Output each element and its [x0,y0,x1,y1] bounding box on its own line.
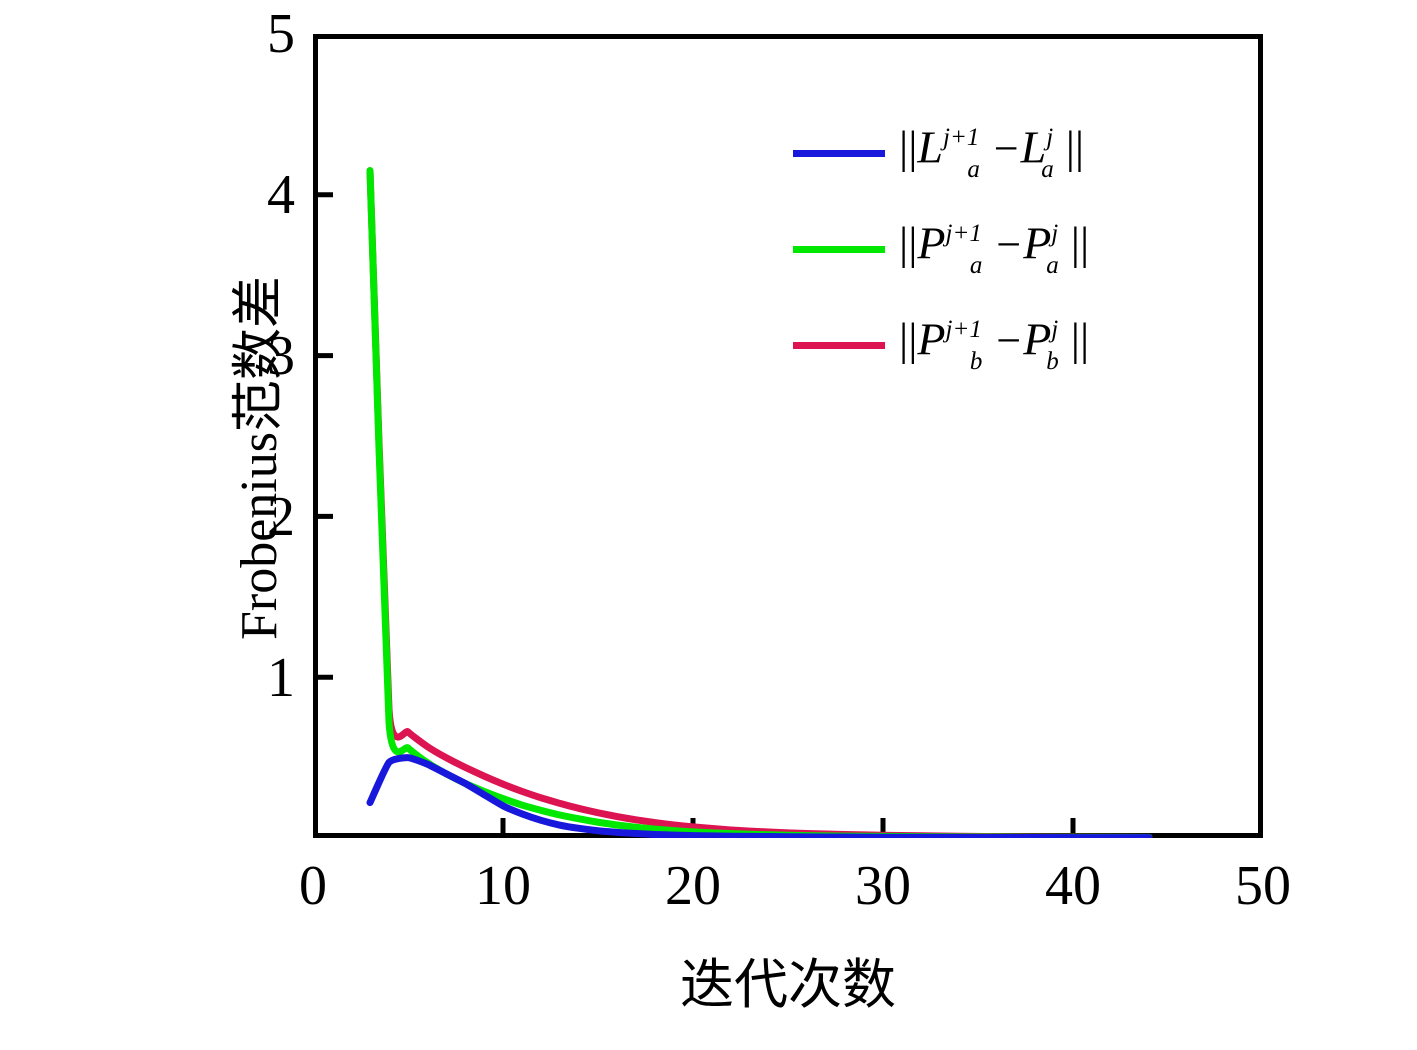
legend-label-pa: ||Pj+1a −Pja || [899,212,1089,285]
x-axis-title: 迭代次数 [680,955,896,1015]
x-tick-label-0: 0 [299,855,327,917]
y-tick-label-3: 3 [267,325,295,387]
x-tick-label-40: 40 [1045,855,1101,917]
legend-sub-la-1: a [967,155,980,183]
legend-norm-close-la: || [1065,121,1085,173]
legend-norm-close-pa: || [1070,217,1090,269]
legend-swatch-pa [793,245,885,253]
series-canvas [313,167,1153,838]
legend-sup-pb-2: j [1051,316,1059,344]
legend-sub-la-2: a [1041,155,1054,183]
x-tick-label-10: 10 [475,855,531,917]
y-tick-label-2: 2 [267,486,295,548]
legend-sub-pb-1: b [969,347,983,375]
legend-minus-pa: − [996,219,1022,269]
legend-sup-pa-2: j [1051,220,1059,248]
legend-var-pa-1: P [917,217,946,269]
y-tick-label-5: 5 [267,3,295,65]
legend-minus-la: − [993,123,1019,173]
y-axis-tick-labels: 5 4 3 2 1 [195,0,295,1050]
legend-entry-pb[interactable]: ||Pj+1b −Pjb || [793,297,1203,393]
legend-var-pb-2: P [1023,313,1052,365]
plot-frame [313,34,1263,838]
legend-var-la-2: L [1020,121,1047,173]
legend-sup-pb-1: j+1 [945,316,982,344]
legend-sup-la-1: j+1 [943,124,980,152]
legend-minus-pb: − [996,315,1022,365]
legend-sub-pa-1: a [969,251,983,279]
legend-sub-pb-2: b [1046,347,1059,375]
series-group [366,167,1153,838]
legend-sup-pa-1: j+1 [945,220,982,248]
x-tick-label-20: 20 [665,855,721,917]
legend-norm-open-pa: || [899,217,918,269]
legend-sup-la-2: j [1046,124,1054,152]
legend: ||Lj+1a −Lja || ||Pj+1a −Pja || ||Pj+1b −Pjb |… [793,105,1203,393]
legend-entry-pa[interactable]: ||Pj+1a −Pja || [793,201,1203,297]
legend-var-pa-2: P [1023,217,1052,269]
legend-swatch-la [793,149,885,157]
x-axis-tick-labels: 0 10 20 30 40 50 [0,858,1417,928]
legend-swatch-pb [793,341,885,349]
legend-var-la-1: L [917,121,944,173]
legend-norm-open-la: || [899,121,918,173]
y-axis-title: Frobenius范数差 [231,276,288,641]
y-tick-label-1: 1 [267,647,295,709]
legend-sub-pa-2: a [1046,251,1059,279]
legend-label-pb: ||Pj+1b −Pjb || [899,308,1089,381]
legend-var-pb-1: P [917,313,946,365]
x-tick-label-50: 50 [1235,855,1291,917]
legend-entry-la[interactable]: ||Lj+1a −Lja || [793,105,1203,201]
legend-norm-close-pb: || [1070,313,1090,365]
legend-label-la: ||Lj+1a −Lja || [899,116,1084,189]
y-tick-label-4: 4 [267,164,295,226]
legend-norm-open-pb: || [899,313,918,365]
x-tick-label-30: 30 [855,855,911,917]
series-line [366,754,1153,838]
y-axis-title-holder: Frobenius范数差 [150,40,288,820]
plot-area [313,34,1263,838]
